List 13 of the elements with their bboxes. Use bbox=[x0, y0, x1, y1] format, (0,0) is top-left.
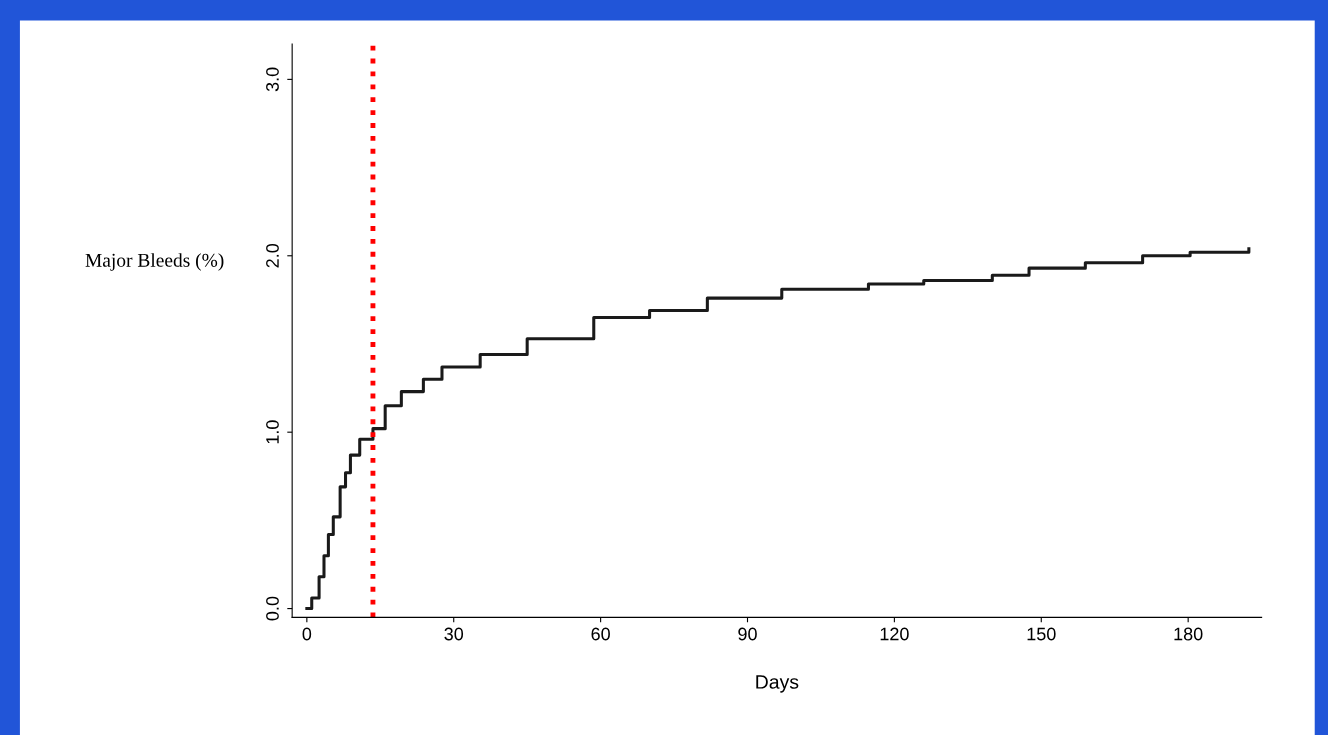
x-tick-label: 120 bbox=[880, 627, 909, 641]
y-tick-label: 2.0 bbox=[266, 243, 279, 268]
x-tick-label: 60 bbox=[591, 627, 610, 641]
y-tick-label: 3.0 bbox=[266, 67, 279, 92]
x-tick-label: 30 bbox=[444, 627, 464, 641]
x-tick-label: 150 bbox=[1027, 627, 1056, 641]
x-tick-label: 180 bbox=[1174, 627, 1203, 641]
y-tick-label: 1.0 bbox=[266, 420, 279, 444]
x-axis-title: Days bbox=[756, 675, 799, 693]
y-tick-label: 0.0 bbox=[266, 596, 279, 621]
x-tick-label: 0 bbox=[302, 627, 312, 641]
y-axis-title: Major Bleeds (%) bbox=[85, 253, 224, 271]
x-tick-label: 90 bbox=[738, 627, 757, 641]
